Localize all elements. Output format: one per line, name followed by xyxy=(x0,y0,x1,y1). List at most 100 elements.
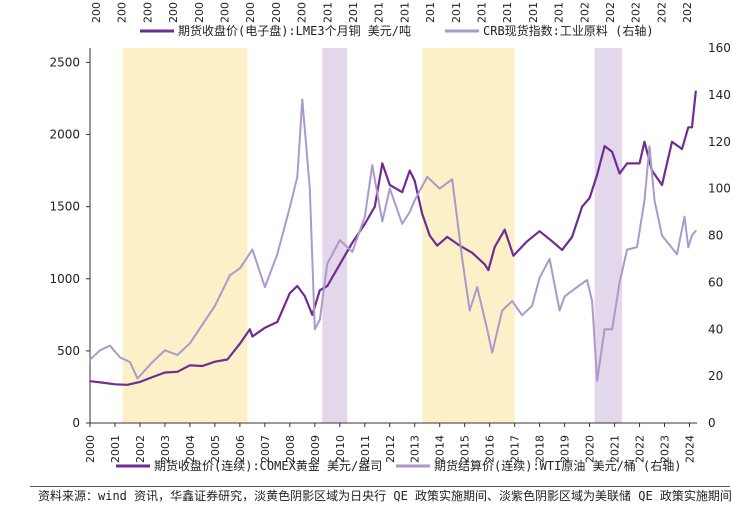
series-point-gold xyxy=(493,246,496,248)
shaded-region-2 xyxy=(322,48,348,423)
top-x-tick-label: 201 xyxy=(424,2,437,23)
y-right-tick-label: 20 xyxy=(708,369,723,383)
top-x-tick-label: 201 xyxy=(553,2,566,23)
series-point-gold xyxy=(296,285,299,287)
top-x-tick-label: 201 xyxy=(373,2,386,23)
series-point-gold xyxy=(303,295,306,297)
series-point-wti xyxy=(276,253,279,256)
series-point-gold xyxy=(318,289,321,292)
series-point-wti xyxy=(151,361,154,363)
legend-label-2: CRB现货指数:工业原料 (右轴) xyxy=(483,23,654,38)
series-point-wti xyxy=(201,323,204,326)
series-line-gold xyxy=(89,91,697,386)
series-point-gold xyxy=(373,205,376,208)
x-tick-label: 2008 xyxy=(284,435,297,463)
series-point-gold xyxy=(571,236,573,238)
x-tick-label: 2006 xyxy=(234,435,247,463)
series-point-gold xyxy=(381,162,384,165)
series-point-wti xyxy=(563,295,566,298)
series-point-wti xyxy=(426,176,429,178)
top-x-tick-label: 202 xyxy=(681,2,694,23)
series-point-gold xyxy=(239,342,241,345)
series-point-wti xyxy=(603,328,606,331)
series-point-gold xyxy=(264,326,266,329)
series-point-wti xyxy=(371,164,374,167)
top-x-tick-label: 201 xyxy=(398,2,411,23)
x-tick-label: 2014 xyxy=(434,435,447,463)
y-right-tick-label: 80 xyxy=(708,229,723,243)
series-point-wti xyxy=(687,246,690,249)
series-point-wti xyxy=(618,281,621,284)
series-point-wti xyxy=(296,176,299,178)
series-point-gold xyxy=(512,254,515,257)
series-point-gold xyxy=(603,145,606,148)
series-point-wti xyxy=(661,234,663,237)
series-point-wti xyxy=(109,344,111,347)
top-x-tick-label: 201 xyxy=(450,2,463,23)
series-point-wti xyxy=(491,351,494,354)
top-x-tick-label: 200 xyxy=(270,2,283,23)
series-point-gold xyxy=(483,263,486,266)
series-point-gold xyxy=(421,213,424,215)
series-point-gold xyxy=(388,184,391,186)
series-point-wti xyxy=(576,286,578,288)
y-right-tick-label: 120 xyxy=(708,135,731,149)
x-tick-label: 2024 xyxy=(684,435,697,463)
top-x-tick-label: 200 xyxy=(167,2,180,23)
series-point-gold xyxy=(471,251,474,254)
y-left-tick-label: 1000 xyxy=(49,272,80,286)
series-point-gold xyxy=(588,197,591,199)
series-point-gold xyxy=(526,240,528,243)
series-point-gold xyxy=(139,381,141,383)
series-point-gold xyxy=(638,162,641,165)
series-point-gold xyxy=(101,381,104,384)
x-tick-label: 2005 xyxy=(209,435,222,463)
top-x-tick-label: 201 xyxy=(321,2,334,23)
top-x-tick-label: 202 xyxy=(604,2,617,23)
series-point-wti xyxy=(586,279,588,281)
series-point-gold xyxy=(581,205,583,208)
series-point-wti xyxy=(611,328,613,331)
x-tick-label: 2003 xyxy=(159,435,172,463)
source-note: 资料来源：wind 资讯，华鑫证券研究，淡黄色阴影区域为日央行 QE 政策实施期… xyxy=(38,489,732,503)
series-point-wti xyxy=(413,199,416,202)
y-right-tick-label: 160 xyxy=(708,41,731,55)
series-point-wti xyxy=(318,319,321,321)
series-point-gold xyxy=(351,241,354,244)
series-point-wti xyxy=(119,356,121,359)
series-point-wti xyxy=(476,286,479,288)
x-tick-label: 2007 xyxy=(259,435,272,463)
y-right-tick-label: 40 xyxy=(708,322,723,336)
series-point-wti xyxy=(214,304,216,307)
top-x-tick-label: 201 xyxy=(347,2,360,23)
top-x-tick-label: 202 xyxy=(630,2,643,23)
series-point-wti xyxy=(89,358,91,361)
top-x-tick-label: 202 xyxy=(578,2,591,23)
x-tick-label: 2018 xyxy=(534,435,547,463)
series-point-gold xyxy=(503,228,506,231)
series-point-wti xyxy=(653,199,656,202)
series-point-wti xyxy=(591,300,593,302)
chart-area: 0 500 1000 1500 2000 2500 0 20 40 60 80 100 120 140 16… xyxy=(49,2,731,473)
y-right-tick-label: 140 xyxy=(708,88,731,102)
x-tick-label: 2000 xyxy=(84,435,97,463)
series-point-gold xyxy=(618,172,621,175)
series-point-wti xyxy=(511,300,514,302)
x-tick-label: 2020 xyxy=(584,435,597,463)
series-point-gold xyxy=(311,313,314,316)
series-point-wti xyxy=(468,309,471,312)
series-point-gold xyxy=(671,140,673,143)
series-point-wti xyxy=(338,239,341,242)
series-point-gold xyxy=(487,269,490,271)
series-point-gold xyxy=(114,383,116,386)
legend-label-1: 期货收盘价(电子盘):LME3个月铜 美元/吨 xyxy=(178,23,411,38)
y-left-tick-label: 2000 xyxy=(49,128,80,142)
series-point-wti xyxy=(643,199,646,202)
series-point-gold xyxy=(436,244,439,247)
series-point-gold xyxy=(249,328,251,331)
series-point-wti xyxy=(558,309,561,312)
series-point-gold xyxy=(596,174,598,176)
series-point-gold xyxy=(326,285,329,287)
series-point-gold xyxy=(687,126,690,129)
series-point-gold xyxy=(288,292,291,295)
